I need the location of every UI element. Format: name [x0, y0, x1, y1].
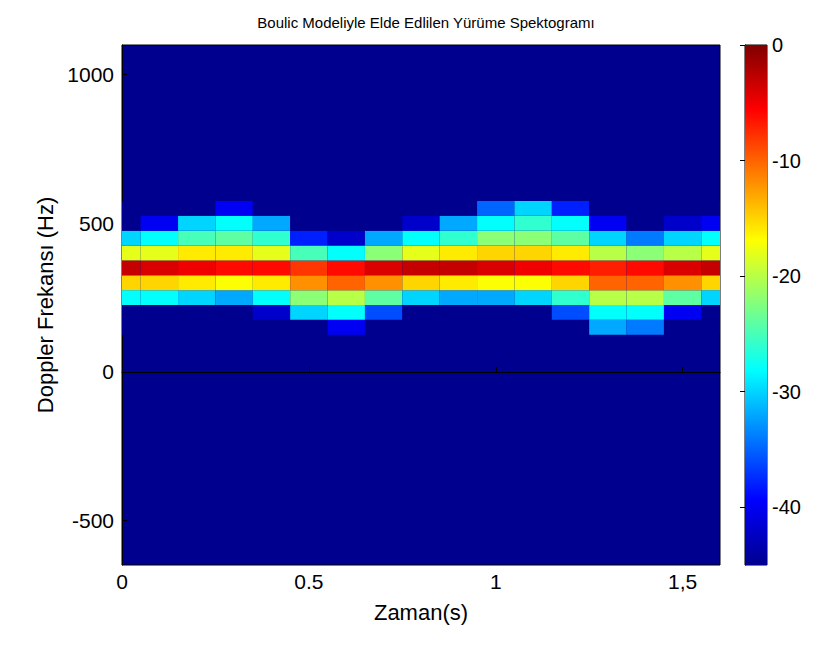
svg-text:-40: -40	[772, 496, 801, 518]
svg-text:0: 0	[102, 360, 114, 383]
svg-text:Boulic Modeliyle Elde Edlilen: Boulic Modeliyle Elde Edlilen Yürüme Spe…	[257, 14, 594, 31]
svg-text:-20: -20	[772, 265, 801, 287]
svg-text:-500: -500	[72, 509, 114, 532]
svg-text:1000: 1000	[67, 63, 114, 86]
svg-text:Zaman(s): Zaman(s)	[374, 600, 468, 625]
svg-text:0: 0	[116, 570, 128, 593]
svg-text:0.5: 0.5	[294, 570, 323, 593]
svg-text:500: 500	[79, 212, 114, 235]
svg-text:Doppler Frekansı (Hz): Doppler Frekansı (Hz)	[33, 197, 58, 413]
svg-text:0: 0	[772, 34, 783, 56]
svg-text:-30: -30	[772, 381, 801, 403]
svg-text:1: 1	[490, 570, 502, 593]
svg-text:1,5: 1,5	[668, 570, 697, 593]
svg-text:-10: -10	[772, 150, 801, 172]
